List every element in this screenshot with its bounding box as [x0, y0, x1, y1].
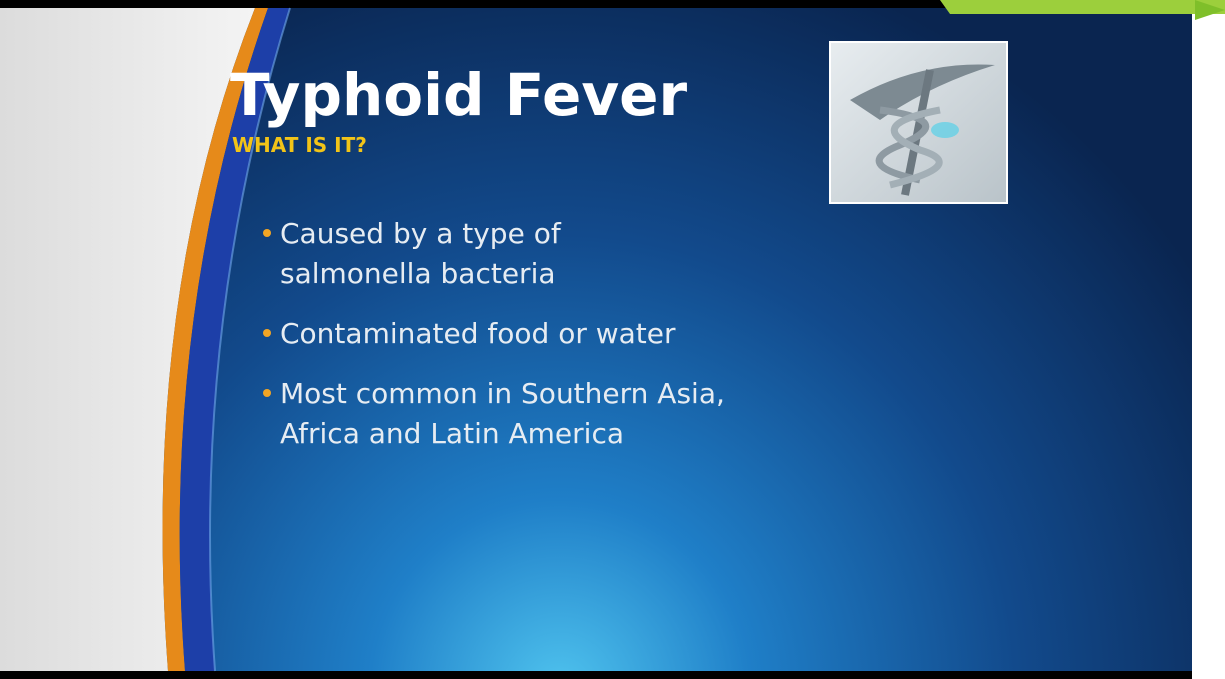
bullet-dot — [263, 389, 271, 397]
bullet-text: salmonella bacteria — [280, 257, 556, 290]
slide-subtitle: WHAT IS IT? — [232, 133, 367, 157]
icon-glow — [931, 122, 959, 138]
bullet-text: Most common in Southern Asia, — [280, 377, 725, 410]
slide-title: Typhoid Fever — [230, 61, 687, 129]
bullet-text: Africa and Latin America — [280, 417, 624, 450]
bullet-dot — [263, 229, 271, 237]
page: Typhoid Fever WHAT IS IT? Caused by a ty… — [0, 0, 1225, 679]
green-tab — [940, 0, 1225, 14]
right-border — [1192, 0, 1225, 679]
bullet-text: Caused by a type of — [280, 217, 562, 250]
icon — [830, 42, 1007, 203]
bullet-dot — [263, 329, 271, 337]
slide-frame: Typhoid Fever WHAT IS IT? Caused by a ty… — [0, 0, 1225, 679]
bullet-text: Contaminated food or water — [280, 317, 676, 350]
